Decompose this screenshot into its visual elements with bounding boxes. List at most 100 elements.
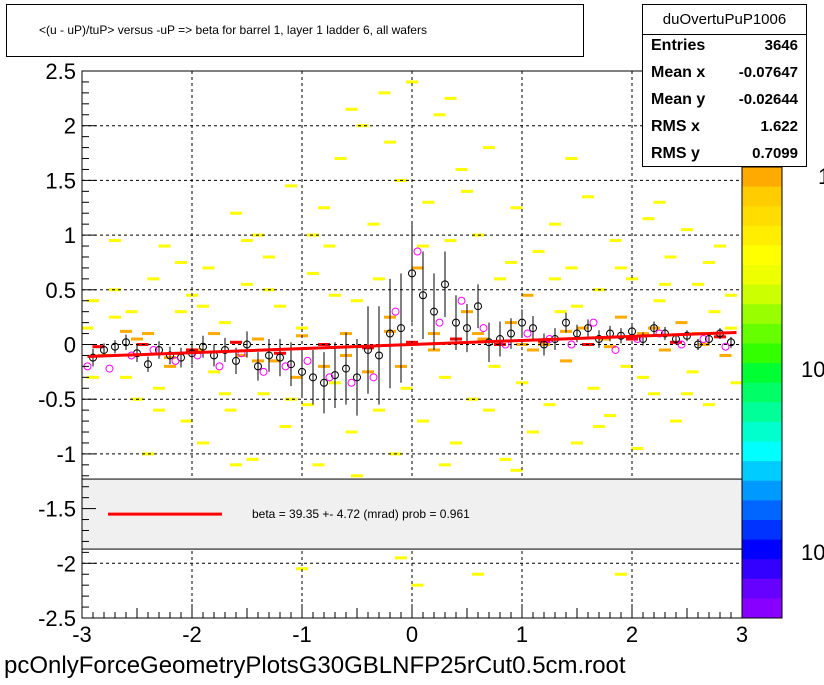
profile-point-black [199,342,207,351]
histogram-cell [175,260,187,264]
histogram-cell [686,370,699,374]
histogram-cell [532,250,545,254]
profile-point-black [320,378,328,387]
histogram-cell [318,206,330,210]
histogram-cell [505,260,517,264]
histogram-cell [235,353,248,357]
histogram-cell [571,441,583,445]
palette-band [742,382,782,403]
palette-band [742,539,782,560]
histogram-cell [378,91,391,95]
palette-band [742,421,782,443]
histogram-cell [301,403,314,407]
profile-point-black [353,373,361,382]
stats-histogram-name: duOvertuPuP1006 [662,11,787,28]
profile-point-black [375,351,383,360]
histogram-cell [180,419,193,423]
histogram-cell [510,206,523,210]
histogram-cell [142,332,154,336]
profile-point-magenta [259,367,268,376]
profile-point-black [100,345,108,354]
axes: -3 -2 -1 0 1 2 3 -2.5 -2 -1.5 -1 -0.5 0 0.5 1 1.5 2 2.5 [38,59,748,647]
palette-band [742,245,782,266]
y-tick-label: -0.5 [38,387,76,412]
histogram-cell [703,260,715,264]
histogram-cell [543,403,556,407]
profile-point-black [111,342,119,351]
profile-point-magenta [171,356,180,365]
profile-point-magenta [281,362,290,371]
histogram-cell [285,397,297,401]
histogram-cell [175,310,187,314]
x-tick-label: 3 [736,622,748,647]
legend-box: beta = 39.35 +- 4.72 (mrad) prob = 0.961 [81,478,743,550]
histogram-cell [351,299,363,303]
histogram-cell [615,572,627,576]
stat-row-rms-y: RMS y 0.7099 [651,145,798,169]
stat-value: 0.7099 [752,145,798,162]
palette-band [742,519,782,541]
histogram-cell [345,430,358,434]
profile-point-magenta [457,296,466,305]
profile-point-magenta [391,307,400,316]
x-tick-label: 2 [626,622,638,647]
histogram-cell [395,556,407,560]
x-tick-label: 0 [406,622,418,647]
histogram-cell [373,277,385,281]
histogram-cell [681,228,693,232]
histogram-cell [527,348,539,352]
histogram-cell [351,474,363,478]
profile-point-black [265,351,273,360]
histogram-cell [356,124,369,128]
histogram-cell [648,392,660,396]
histogram-cell [494,277,506,281]
profile-point-magenta [369,373,378,382]
histogram-cell [285,184,297,188]
histogram-cell [109,239,121,243]
histogram-cell [422,200,435,204]
histogram-cell [549,222,561,226]
histogram-cell [197,441,209,445]
histogram-cell [708,310,721,314]
histogram-cell [483,146,495,150]
x-tick-label: 1 [516,622,528,647]
histogram-cell [582,195,594,199]
palette-band [742,225,782,246]
profile-point-magenta [699,335,708,344]
histogram-cell [312,463,325,467]
histogram-cell [626,337,638,341]
palette-band [742,480,782,501]
palette-frame [741,166,783,619]
profile-point-magenta [677,340,686,349]
histogram-cell [120,329,132,333]
stat-row-rms-x: RMS x 1.622 [651,118,798,142]
histogram-cell [659,348,671,352]
histogram-cell [109,315,121,319]
histogram-cell [334,157,347,161]
histogram-cell [659,282,671,286]
palette-band [742,402,782,423]
histogram-cell [279,425,292,429]
histogram-cell [455,167,468,171]
stat-value: 1.622 [760,118,798,135]
palette-band [742,323,782,344]
stat-row-mean-y: Mean y -0.02644 [651,91,798,115]
profile-point-black [331,371,339,380]
histogram-cell [549,277,561,281]
stat-row-mean-x: Mean x -0.07647 [651,64,798,88]
profile-point-magenta [215,362,224,371]
palette-label-1: 1 [818,164,824,189]
profile-point-black [342,364,350,373]
profile-point-black [463,324,471,333]
histogram-cell [521,293,534,297]
palette-band [742,343,782,364]
histogram-cell [329,293,341,297]
histogram-cell [719,353,732,357]
profile-point-black [562,318,570,327]
palette-label-3: 10 [801,540,824,565]
histogram-cell [411,266,424,270]
palette-band [742,461,782,482]
histogram-cell [703,403,715,407]
y-tick-label: -1 [56,442,76,467]
histogram-cell [450,441,462,445]
